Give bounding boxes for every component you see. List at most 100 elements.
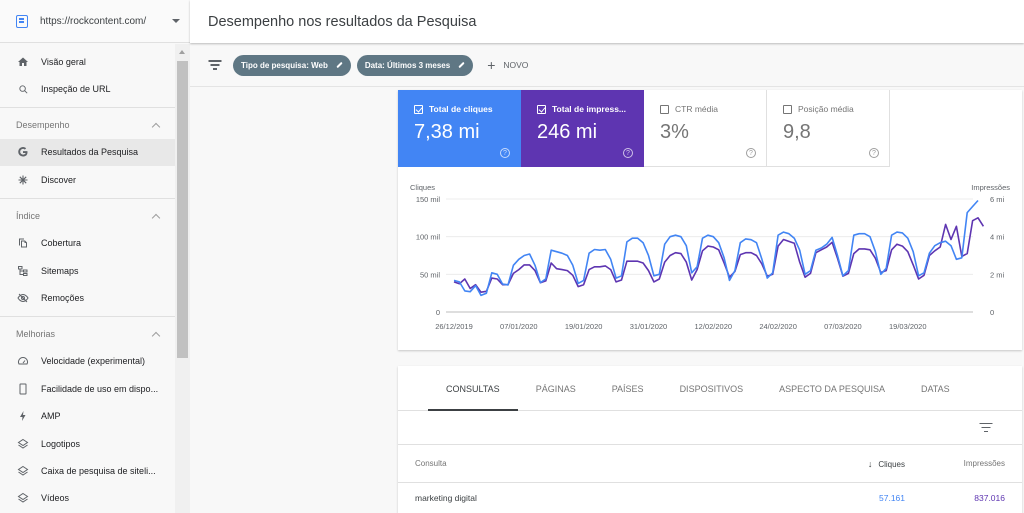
- performance-chart[interactable]: Cliques Impressões 0 0 50 mil 2 mi 100 mil 4 mi…: [398, 175, 1022, 345]
- add-filter-label: NOVO: [503, 60, 529, 70]
- filter-chip-search-type[interactable]: Tipo de pesquisa: Web: [233, 54, 351, 76]
- tab-consultas[interactable]: CONSULTAS: [428, 366, 518, 411]
- tab-aspecto-da-pesquisa[interactable]: ASPECTO DA PESQUISA: [779, 383, 885, 394]
- help-icon[interactable]: ?: [869, 148, 879, 158]
- metric-value: 246 mi: [537, 121, 598, 143]
- chevron-up-icon[interactable]: [151, 213, 161, 222]
- layers-icon: [17, 492, 29, 504]
- metric-card-avg-ctr[interactable]: CTR média 3% ?: [644, 90, 767, 167]
- tab-páginas[interactable]: PÁGINAS: [535, 383, 576, 394]
- sidebar-item-visao-geral[interactable]: Visão geral: [0, 48, 175, 75]
- sidebar-item-label: Visão geral: [41, 56, 86, 67]
- column-header-clicks[interactable]: ↓ Cliques: [805, 459, 905, 469]
- checkbox-unchecked[interactable]: [783, 104, 792, 114]
- home-icon: [17, 56, 29, 68]
- sidebar-item-label: Sitemaps: [41, 265, 79, 276]
- section-title: Índice: [16, 211, 41, 222]
- scroll-up-arrow-icon[interactable]: [179, 50, 185, 54]
- section-desempenho[interactable]: Desempenho: [0, 112, 175, 139]
- sidebar-item-caixa-pesquisa[interactable]: Caixa de pesquisa de siteli...: [0, 457, 175, 484]
- impressions-cell: 837.016: [974, 493, 1005, 503]
- sidebar-item-inspecao-url[interactable]: Inspeção de URL: [0, 75, 175, 102]
- sidebar-item-discover[interactable]: Discover: [0, 166, 175, 193]
- y-tick-left: 0: [436, 308, 440, 317]
- query-cell: marketing digital: [415, 493, 477, 503]
- metric-card-total-impressions[interactable]: Total de impress... 246 mi ?: [521, 90, 644, 167]
- column-header-query[interactable]: Consulta: [415, 459, 447, 468]
- sidebar-item-label: Discover: [41, 174, 77, 185]
- dropdown-caret-icon[interactable]: [172, 19, 180, 23]
- metric-label: CTR média: [675, 104, 718, 114]
- tab-dispositivos[interactable]: DISPOSITIVOS: [679, 383, 744, 394]
- table-row[interactable]: marketing digital 57.161 837.016: [398, 483, 1022, 513]
- help-icon[interactable]: ?: [500, 148, 510, 158]
- metric-value: 3%: [660, 121, 689, 143]
- sidebar-item-remocoes[interactable]: Remoções: [0, 284, 175, 311]
- google-g-icon: [17, 146, 29, 158]
- property-selector[interactable]: https://rockcontent.com/: [0, 0, 190, 43]
- divider: [0, 106, 175, 108]
- table-filter-icon[interactable]: [979, 422, 992, 433]
- chevron-up-icon[interactable]: [151, 331, 161, 340]
- checkbox-unchecked[interactable]: [660, 104, 669, 114]
- dimension-tabs: CONSULTAS PÁGINAS PAÍSES DISPOSITIVOS ASPECT…: [398, 366, 1022, 411]
- sidebar-item-sitemaps[interactable]: Sitemaps: [0, 257, 175, 284]
- x-tick: 26/12/2019: [435, 322, 473, 331]
- sidebar-item-velocidade[interactable]: Velocidade (experimental): [0, 348, 175, 375]
- sidebar: https://rockcontent.com/ Visão geral Ins…: [0, 0, 190, 513]
- visibility-off-icon: [17, 292, 29, 304]
- page-title: Desempenho nos resultados da Pesquisa: [208, 13, 477, 30]
- line-chart[interactable]: Cliques Impressões 0 0 50 mil 2 mi 100 mil 4 mi…: [398, 175, 1022, 345]
- section-indice[interactable]: Índice: [0, 203, 175, 230]
- x-tick: 07/01/2020: [500, 322, 538, 331]
- sidebar-nav: Visão geral Inspeção de URL Desempenho R…: [0, 44, 175, 513]
- sidebar-item-label: Cobertura: [41, 238, 82, 249]
- metric-card-avg-position[interactable]: Posição média 9,8 ?: [767, 90, 890, 167]
- y-tick-right: 2 mi: [990, 270, 1005, 279]
- sidebar-item-videos[interactable]: Vídeos: [0, 485, 175, 512]
- sidebar-item-resultados-pesquisa[interactable]: Resultados da Pesquisa: [0, 138, 175, 167]
- chevron-up-icon[interactable]: [151, 122, 161, 132]
- column-header-impressions[interactable]: Impressões: [963, 459, 1005, 468]
- series-line-cliques[interactable]: [453, 199, 979, 297]
- series-line-impressões[interactable]: [453, 216, 985, 293]
- checkbox-checked[interactable]: [414, 104, 423, 114]
- sidebar-item-label: Caixa de pesquisa de siteli...: [41, 465, 156, 476]
- x-tick: 24/02/2020: [759, 322, 797, 331]
- page-header: Desempenho nos resultados da Pesquisa: [190, 0, 1024, 43]
- scrollbar-thumb[interactable]: [177, 61, 188, 358]
- smartphone-icon: [17, 383, 29, 395]
- sidebar-item-amp[interactable]: AMP: [0, 403, 175, 430]
- sidebar-item-facilidade-uso[interactable]: Facilidade de uso em dispo...: [0, 375, 175, 402]
- metric-card-total-clicks[interactable]: Total de cliques 7,38 mi ?: [398, 90, 521, 167]
- tab-datas[interactable]: DATAS: [920, 383, 950, 394]
- x-tick: 31/01/2020: [630, 322, 668, 331]
- edit-pencil-icon[interactable]: [336, 61, 343, 69]
- add-filter-button[interactable]: + NOVO: [487, 58, 528, 72]
- edit-pencil-icon[interactable]: [458, 61, 465, 69]
- y-axis-right-title: Impressões: [971, 183, 1010, 192]
- help-icon[interactable]: ?: [746, 148, 756, 158]
- sort-arrow-down-icon: ↓: [867, 458, 873, 469]
- help-icon[interactable]: ?: [623, 148, 633, 158]
- tab-países[interactable]: PAÍSES: [611, 383, 644, 394]
- y-tick-left: 50 mil: [420, 270, 440, 279]
- filter-icon[interactable]: [208, 60, 221, 70]
- sidebar-item-cobertura[interactable]: Cobertura: [0, 230, 175, 257]
- metric-label: Total de impress...: [552, 104, 627, 114]
- sidebar-scrollbar[interactable]: [175, 44, 190, 513]
- clicks-cell: 57.161: [879, 493, 905, 503]
- sidebar-item-label: Facilidade de uso em dispo...: [41, 383, 159, 394]
- sidebar-item-logotipos[interactable]: Logotipos: [0, 430, 175, 457]
- filter-bar: Tipo de pesquisa: Web Data: Últimos 3 me…: [190, 44, 1024, 87]
- queries-table-panel: CONSULTAS PÁGINAS PAÍSES DISPOSITIVOS ASPECT…: [398, 366, 1022, 513]
- property-url: https://rockcontent.com/: [40, 15, 147, 27]
- y-tick-right: 4 mi: [990, 233, 1005, 242]
- chip-label: Tipo de pesquisa: Web: [241, 60, 328, 70]
- checkbox-checked[interactable]: [537, 104, 546, 114]
- filter-chip-date[interactable]: Data: Últimos 3 meses: [356, 54, 474, 76]
- speed-icon: [17, 355, 29, 367]
- performance-panel: Total de cliques 7,38 mi ? Total de impr…: [398, 90, 1022, 350]
- plus-icon: +: [487, 57, 496, 73]
- section-melhorias[interactable]: Melhorias: [0, 321, 175, 348]
